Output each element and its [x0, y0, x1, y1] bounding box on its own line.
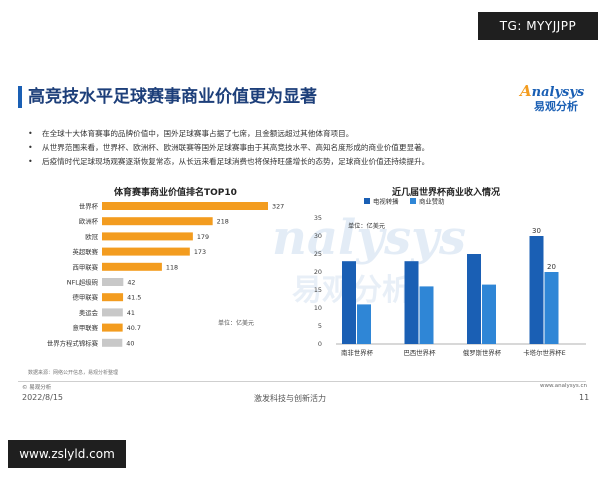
left-chart-title: 体育赛事商业价值排名TOP10	[114, 188, 237, 198]
footer-slogan: 激发科技与创新活力	[254, 394, 326, 403]
right-chart-title: 近几届世界杯商业收入情况	[392, 188, 501, 198]
bullet-marker: •	[28, 157, 33, 166]
legend-label: 电视转播	[373, 197, 399, 206]
bullet-text: 后疫情时代足球现场观赛逐渐恢复常态，从长远来看足球消费也将保持旺盛增长的态势，足…	[42, 157, 430, 166]
bar	[102, 232, 193, 241]
value-label: 30	[532, 227, 541, 235]
source-note: 数据来源：网络公开信息，易观分析整理	[28, 370, 119, 376]
y-tick-label: 20	[314, 268, 322, 276]
right-chart-unit: 单位：亿美元	[348, 222, 385, 230]
category-label: 卡塔尔世界杯E	[523, 348, 565, 357]
bullet-item: • 在全球十大体育赛事的品牌价值中，国外足球赛事占据了七席，且金额远超过其他体育项…	[28, 127, 588, 141]
brand-initial: A	[520, 82, 532, 100]
title-accent-bar	[18, 86, 22, 108]
page-title: 高竞技水平足球赛事商业价值更为显著	[28, 87, 317, 107]
footer-divider	[18, 381, 586, 382]
bar	[102, 278, 124, 286]
y-tick-label: 35	[314, 214, 322, 222]
legend-label: 商业赞助	[419, 197, 445, 206]
y-tick-label: 10	[314, 304, 322, 312]
footer-copyright: © 易观分析	[22, 385, 52, 391]
y-tick-label: 5	[318, 322, 322, 330]
bullet-marker: •	[28, 143, 33, 152]
category-label: 意甲联赛	[72, 323, 98, 332]
footer-date: 2022/8/15	[22, 393, 64, 402]
bullet-text: 在全球十大体育赛事的品牌价值中，国外足球赛事占据了七席，且金额远超过其他体育项目…	[42, 129, 354, 138]
category-label: 欧洲杯	[79, 217, 99, 226]
category-label: 欧冠	[85, 232, 98, 241]
value-label: 41	[127, 309, 135, 317]
value-label: 173	[194, 248, 206, 256]
page-number: 11	[579, 393, 590, 402]
brand-name-cn: 易观分析	[534, 100, 578, 113]
bar	[102, 308, 123, 317]
category-label: 西甲联赛	[72, 262, 98, 271]
category-label: 德甲联赛	[72, 293, 98, 302]
bar	[404, 261, 419, 344]
brand-logo: Analysys 易观分析	[520, 84, 590, 114]
left-bar-chart: 世界杯 327 欧洲杯 218 欧冠 179 英超联赛 173 西甲联赛 118 NFL超级碗 42 德…	[47, 202, 284, 348]
category-label: NFL超级碗	[67, 278, 99, 287]
legend-swatch	[364, 198, 370, 204]
y-tick-label: 0	[318, 340, 322, 348]
bar	[102, 247, 190, 256]
bar	[467, 254, 481, 344]
value-label: 20	[547, 263, 556, 271]
category-label: 英超联赛	[72, 247, 98, 256]
y-tick-label: 25	[314, 250, 322, 258]
value-label: 218	[217, 218, 229, 226]
category-label: 南非世界杯	[341, 348, 374, 357]
y-tick-label: 15	[314, 286, 322, 294]
value-label: 118	[166, 263, 178, 271]
value-label: 179	[197, 233, 209, 241]
bar	[482, 284, 496, 344]
bullet-item: • 从世界范围来看，世界杯、欧洲杯、欧洲联赛等国外足球赛事由于其高竞技水平、高知名…	[28, 141, 588, 155]
bar	[102, 217, 213, 226]
category-label: 世界杯	[79, 202, 99, 211]
site-badge: www.zslyld.com	[8, 440, 126, 468]
bar	[342, 261, 356, 344]
bar	[544, 272, 559, 344]
value-label: 40	[126, 339, 134, 347]
bar	[102, 338, 123, 347]
category-label: 奥运会	[79, 308, 99, 317]
bar	[102, 202, 268, 210]
bar	[529, 236, 544, 344]
value-label: 40.7	[127, 324, 141, 332]
value-label: 42	[127, 279, 135, 287]
brand-name-en-rest: nalysys	[531, 85, 585, 100]
category-label: 俄罗斯世界杯	[463, 348, 502, 357]
value-label: 41.5	[127, 294, 141, 302]
bullet-text: 从世界范围来看，世界杯、欧洲杯、欧洲联赛等国外足球赛事由于其高竞技水平、高知名度…	[42, 143, 430, 152]
y-tick-label: 30	[314, 232, 322, 240]
bar	[357, 304, 371, 344]
brand-name-en: Analysys	[520, 84, 590, 100]
value-label: 327	[272, 203, 284, 211]
bar	[102, 262, 162, 271]
bullet-list: • 在全球十大体育赛事的品牌价值中，国外足球赛事占据了七席，且金额远超过其他体育项…	[28, 127, 588, 169]
category-label: 巴西世界杯	[404, 348, 437, 357]
bar	[102, 323, 123, 332]
telegram-badge: TG: MYYJJPP	[478, 12, 598, 40]
bullet-item: • 后疫情时代足球现场观赛逐渐恢复常态，从长远来看足球消费也将保持旺盛增长的态势，…	[28, 155, 588, 169]
footer-url: www.analysys.cn	[540, 383, 587, 389]
bar	[102, 293, 124, 302]
left-chart-unit: 单位：亿美元	[218, 320, 255, 327]
legend-swatch	[410, 198, 416, 204]
bullet-marker: •	[28, 129, 33, 138]
bar	[419, 286, 434, 344]
category-label: 世界方程式锦标赛	[47, 338, 99, 347]
